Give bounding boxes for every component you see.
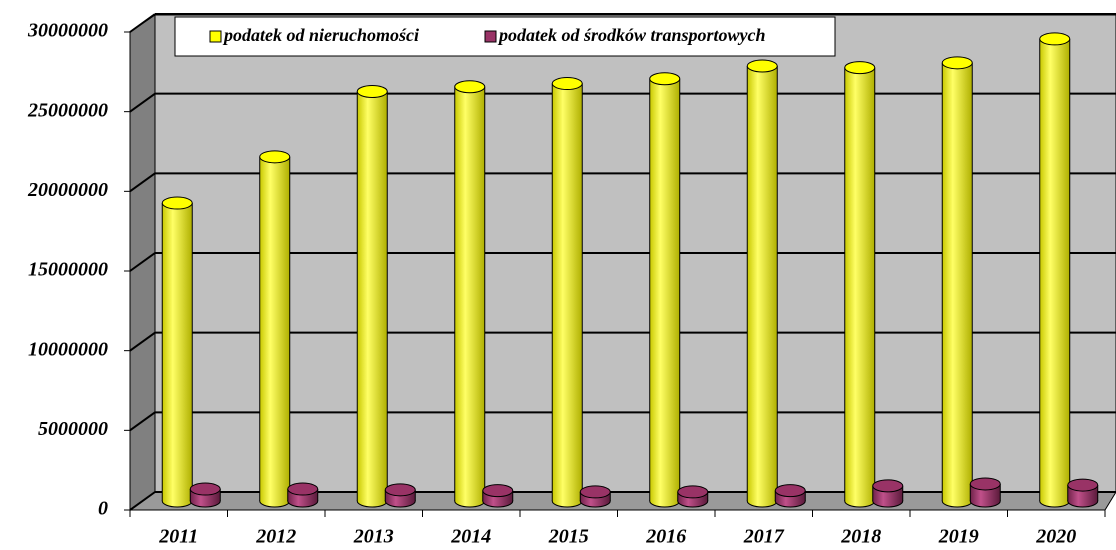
- x-tick-label: 2020: [1035, 526, 1076, 548]
- bar-cap: [872, 479, 904, 493]
- bar-cap: [649, 72, 681, 86]
- bar: [356, 85, 388, 508]
- bar: [844, 61, 876, 508]
- grid-line-side: [129, 411, 156, 432]
- bar-cap: [356, 85, 388, 99]
- bar: [1067, 478, 1099, 508]
- y-tick-label: 5000000: [38, 418, 108, 440]
- bar: [872, 479, 904, 508]
- bar-cap: [774, 484, 806, 498]
- x-tick-label: 2012: [255, 526, 296, 548]
- bar-cap: [579, 485, 611, 499]
- bar-cap: [551, 77, 583, 91]
- bar: [287, 482, 319, 508]
- bar-cap: [482, 484, 514, 498]
- bar-cap: [677, 485, 709, 499]
- bar-body: [844, 67, 875, 501]
- bar: [774, 484, 806, 508]
- bar: [649, 72, 681, 508]
- grid-line-side: [129, 252, 156, 272]
- bar: [969, 477, 1001, 508]
- bar: [677, 485, 709, 508]
- bar: [189, 482, 221, 508]
- grid-line-side: [129, 491, 156, 511]
- bar-cap: [844, 61, 876, 75]
- bar: [941, 56, 973, 508]
- y-tick-label: 20000000: [27, 179, 108, 201]
- legend-label: podatek od środków transportowych: [497, 25, 766, 45]
- bar-body: [162, 203, 193, 501]
- bar-cap: [454, 80, 486, 94]
- bar-body: [259, 156, 290, 501]
- legend-swatch: [209, 30, 222, 43]
- bar: [259, 150, 291, 508]
- y-tick-label: 25000000: [27, 99, 108, 121]
- bar-cap: [941, 56, 973, 70]
- bar-body: [649, 78, 680, 502]
- bar: [551, 77, 583, 508]
- bar-cap: [746, 59, 778, 73]
- bar-body: [454, 86, 485, 501]
- x-tick-label: 2016: [645, 526, 686, 548]
- y-tick-label: 30000000: [27, 20, 108, 42]
- bar-cap: [259, 150, 291, 164]
- grid-line-side: [129, 13, 156, 33]
- bar-body: [1039, 38, 1070, 501]
- y-tick-label: 10000000: [28, 338, 108, 360]
- legend-box: [174, 16, 836, 57]
- y-tick-label: 15000000: [28, 259, 108, 281]
- x-tick-label: 2011: [158, 526, 198, 548]
- bar-cap: [161, 196, 193, 210]
- x-tick-label: 2013: [353, 526, 394, 548]
- bar-cap: [189, 482, 221, 496]
- bar: [482, 484, 514, 508]
- bar: [384, 483, 416, 508]
- bar-body: [942, 62, 973, 501]
- bar-body: [357, 91, 388, 501]
- bar: [579, 485, 611, 508]
- grid-line-side: [129, 172, 156, 193]
- bar-cap: [1067, 478, 1099, 492]
- bar: [746, 59, 778, 508]
- grid-line-side: [129, 331, 156, 352]
- bar-cap: [1039, 32, 1071, 46]
- bar-body: [552, 83, 583, 502]
- legend-swatch: [484, 30, 497, 43]
- x-tick-label: 2018: [840, 526, 881, 548]
- bar-cap: [384, 483, 416, 497]
- bar-body: [747, 66, 778, 502]
- bar: [454, 80, 486, 508]
- bar: [1039, 32, 1071, 508]
- x-tick-label: 2014: [450, 526, 491, 548]
- y-tick-label: 0: [98, 498, 108, 520]
- x-tick-label: 2017: [743, 526, 785, 548]
- bar-cap: [287, 482, 319, 496]
- bar: [161, 196, 193, 508]
- grid-line-side: [129, 92, 156, 113]
- x-tick-label: 2019: [938, 526, 979, 548]
- x-tick-label: 2015: [548, 526, 589, 548]
- bar-cap: [969, 477, 1001, 491]
- legend-label: podatek od nieruchomości: [222, 25, 419, 45]
